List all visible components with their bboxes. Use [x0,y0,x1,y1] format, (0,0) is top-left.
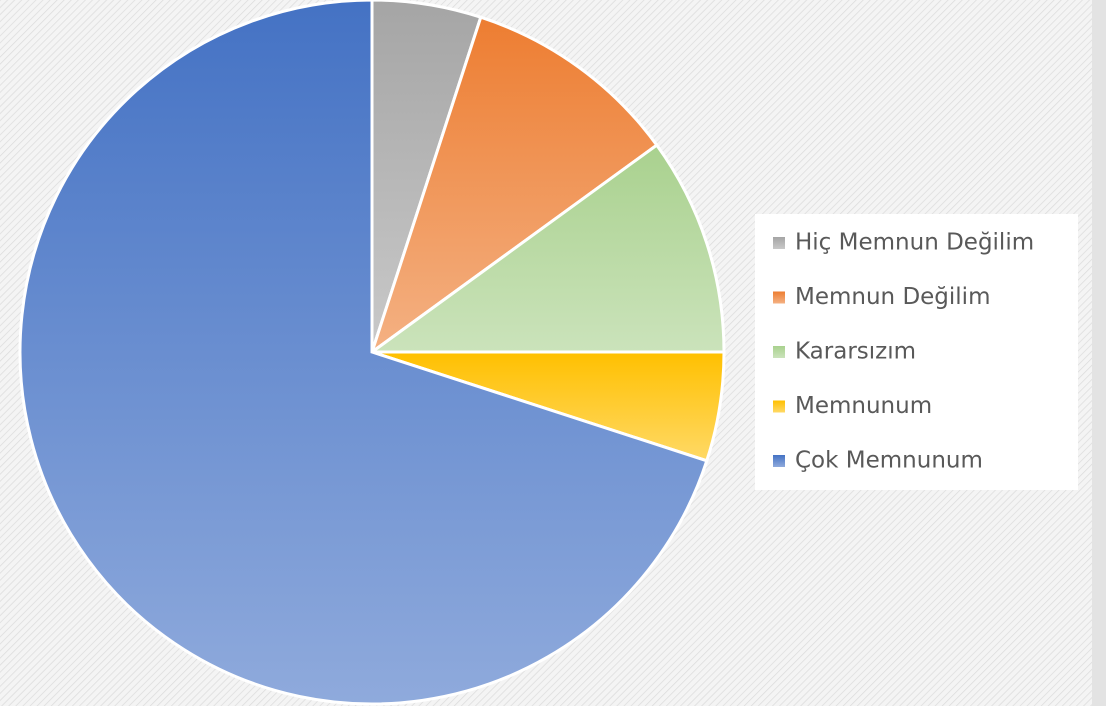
pie-slice [18,0,709,706]
legend-label: Memnun Değilim [795,284,990,310]
legend-marker [773,237,785,249]
legend-marker [773,400,785,413]
legend-label: Kararsızım [795,339,916,365]
legend-marker [773,346,785,358]
legend-label: Hiç Memnun Değilim [795,230,1034,256]
legend-marker [773,455,785,467]
side-strip [1092,0,1106,706]
legend-label: Memnunum [795,393,932,419]
legend-label: Çok Memnunum [795,448,983,474]
pie-slice [369,15,659,356]
legend-box [755,214,1078,490]
pie-slice [367,143,726,354]
legend-marker [773,291,785,304]
